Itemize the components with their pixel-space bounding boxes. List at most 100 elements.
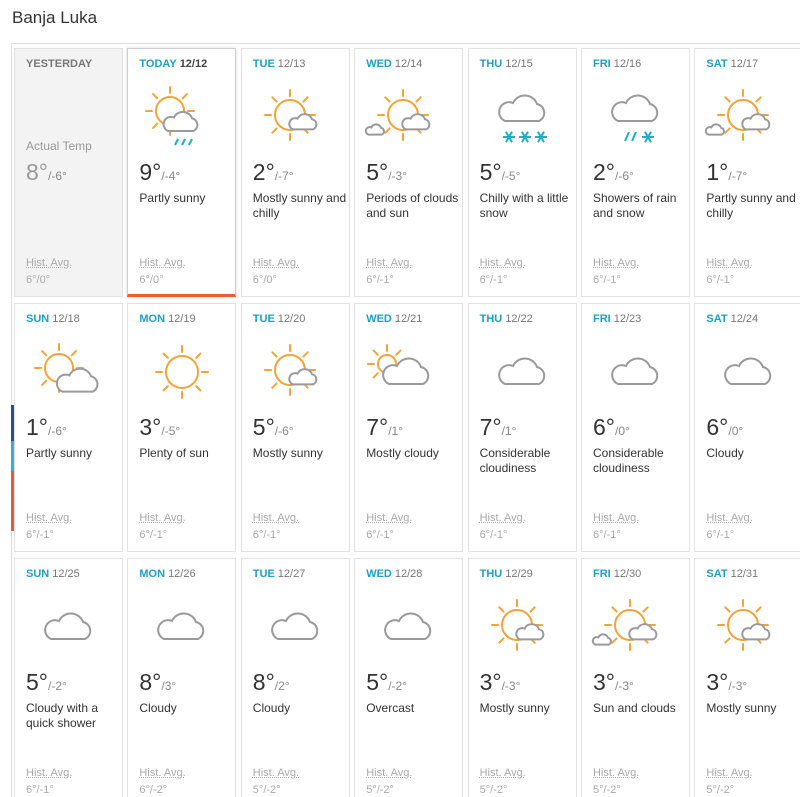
low-temp: /-2° <box>48 679 67 693</box>
condition: Partly sunny <box>139 191 206 205</box>
high-temp: 7° <box>366 414 389 440</box>
day-label: THU 12/15 <box>480 58 533 70</box>
hist-label: Hist. Avg. <box>706 767 753 779</box>
icon-part <box>288 113 318 131</box>
day-card: SAT 12/24 6°/0° Cloudy Hist. Avg. 6°/-1° <box>694 303 800 552</box>
temperature: 7°/1° <box>480 414 517 441</box>
day-name: WED <box>366 58 392 70</box>
day-date: 12/21 <box>394 313 423 325</box>
note: Actual Temp <box>26 139 92 153</box>
hist-value: 6°/0° <box>252 274 277 286</box>
day-name: YESTERDAY <box>26 58 93 70</box>
temperature: 2°/-7° <box>253 159 294 186</box>
hist-label: Hist. Avg. <box>252 257 300 269</box>
condition: Considerable cloudiness <box>479 446 551 475</box>
day-label: THU 12/22 <box>480 313 533 325</box>
condition: Periods of clouds and sun <box>366 191 459 220</box>
day-date: 12/12 <box>179 58 208 70</box>
day-date: 12/18 <box>52 313 80 325</box>
low-temp: /0° <box>615 424 630 438</box>
hist-value: 6°/-1° <box>139 529 168 541</box>
icon-part <box>44 612 92 640</box>
low-temp: /2° <box>274 679 290 693</box>
hist-label: Hist. Avg. <box>479 512 526 524</box>
day-card: MON 12/26 8°/3° Cloudy Hist. Avg. 6°/-2° <box>127 558 237 797</box>
day-name: WED <box>366 568 392 580</box>
weather-icon <box>611 357 659 385</box>
day-date: 12/29 <box>505 568 533 580</box>
hist-value: 5°/-2° <box>252 784 281 796</box>
hist-value: 6°/-1° <box>366 274 394 286</box>
day-name: THU <box>479 568 503 580</box>
icon-part <box>497 637 505 644</box>
day-label: SAT 12/17 <box>706 58 758 70</box>
high-temp: 3° <box>706 669 729 695</box>
icon-part <box>271 351 278 358</box>
day-date: 12/22 <box>505 313 533 325</box>
temperature: 3°/-3° <box>706 669 747 696</box>
temperature: 5°/-6° <box>253 414 294 441</box>
day-card: TODAY 12/12 9°/-4° Partly sunny Hist. Avg. 6°… <box>127 48 237 297</box>
day-label: YESTERDAY <box>26 58 92 70</box>
day-date: 12/16 <box>613 58 642 70</box>
hist-value: 6°/-1° <box>479 274 508 286</box>
day-name: WED <box>366 313 392 325</box>
icon-part <box>724 96 731 103</box>
icon-part <box>741 623 771 641</box>
day-label: TUE 12/20 <box>253 313 306 325</box>
high-temp: 5° <box>366 159 389 185</box>
high-temp: 8° <box>139 669 162 695</box>
day-label: SAT 12/24 <box>706 313 758 325</box>
day-label: FRI 12/23 <box>593 313 641 325</box>
day-label: MON 12/19 <box>139 313 195 325</box>
temperature: 5°/-2° <box>366 669 407 696</box>
icon-part <box>163 385 170 392</box>
condition: Cloudy <box>706 446 744 460</box>
day-name: FRI <box>593 58 611 70</box>
day-date: 12/20 <box>277 313 306 325</box>
day-name: SAT <box>706 58 728 70</box>
low-temp: /-3° <box>615 679 634 693</box>
icon-part <box>271 127 278 134</box>
hist-label: Hist. Avg. <box>366 512 413 524</box>
day-card: TUE 12/20 5°/-6° Mostly sunny Hist. Avg. 6°/-… <box>240 303 350 552</box>
weather-icon <box>263 344 318 396</box>
icon-part <box>384 96 391 103</box>
day-label: SUN 12/18 <box>26 313 80 325</box>
icon-part <box>755 96 763 103</box>
icon-part <box>611 357 659 385</box>
day-date: 12/13 <box>277 58 306 70</box>
day-date: 12/27 <box>277 568 306 580</box>
hist-label: Hist. Avg. <box>139 767 186 779</box>
hist-value: 6°/-1° <box>366 529 394 541</box>
icon-part <box>415 96 422 103</box>
weather-icon <box>44 612 92 640</box>
weather-icon <box>384 612 432 640</box>
low-temp: /1° <box>388 424 403 438</box>
icon-part <box>611 606 618 613</box>
hist-value: 6°/0° <box>26 274 51 286</box>
icon-part <box>644 131 652 143</box>
icon-part <box>41 379 48 386</box>
icon-part <box>182 93 189 100</box>
low-temp: /3° <box>161 679 177 693</box>
low-temp: /-2° <box>388 679 407 693</box>
icon-part <box>497 357 545 385</box>
icon-part <box>395 349 402 356</box>
day-date: 12/19 <box>168 313 196 325</box>
weather-icon <box>157 612 205 640</box>
day-label: WED 12/28 <box>366 568 422 580</box>
icon-part <box>365 123 386 136</box>
low-temp: /-3° <box>728 679 748 693</box>
low-temp: /-7° <box>728 169 748 183</box>
high-temp: 8° <box>26 159 48 185</box>
low-temp: /-3° <box>501 679 521 693</box>
icon-part <box>705 123 726 136</box>
hist-label: Hist. Avg. <box>479 767 526 779</box>
temperature: 8°/-6° <box>26 159 67 186</box>
hist-label: Hist. Avg. <box>366 257 413 269</box>
icon-part <box>152 122 159 129</box>
weather-icon <box>365 89 431 141</box>
high-temp: 5° <box>252 414 275 440</box>
